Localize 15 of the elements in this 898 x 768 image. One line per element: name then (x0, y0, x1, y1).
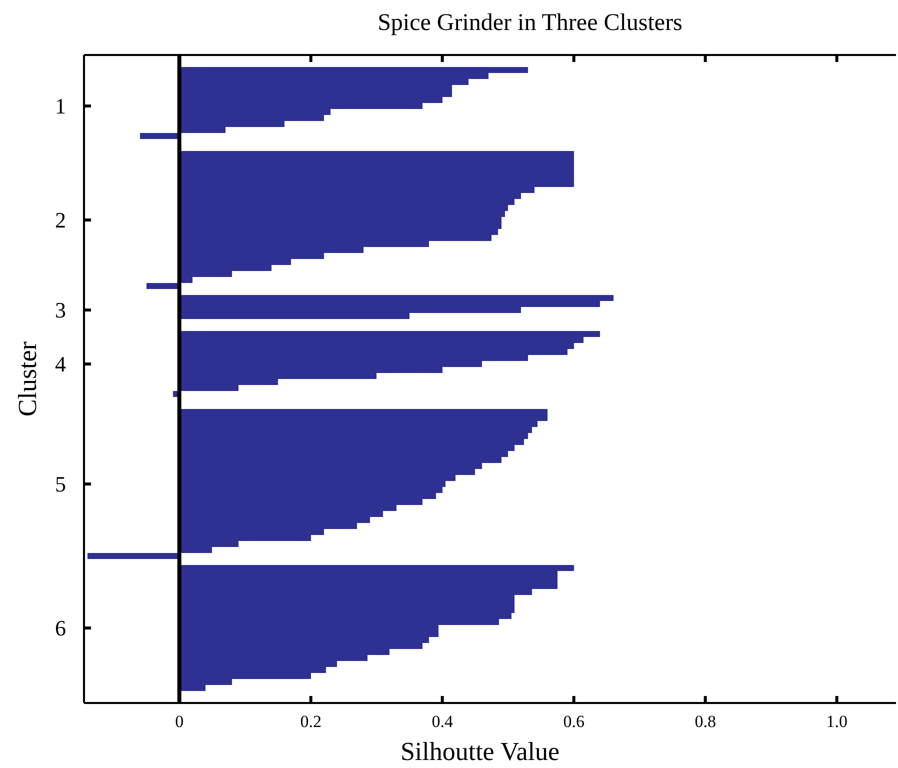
x-tick-label: 1.0 (826, 712, 848, 731)
y-tick-label: 1 (55, 94, 66, 118)
x-tick-label: 0 (175, 712, 184, 731)
x-axis-title: Silhoutte Value (400, 737, 560, 766)
x-tick-label: 0.4 (432, 712, 454, 731)
chart-title: Spice Grinder in Three Clusters (378, 10, 682, 36)
y-tick-label: 6 (55, 616, 66, 640)
y-tick-label: 2 (55, 208, 66, 232)
x-tick-label: 0.6 (563, 712, 584, 731)
x-tick-label: 0.2 (300, 712, 322, 731)
y-tick-label: 3 (55, 298, 66, 322)
x-tick-label: 0.8 (694, 712, 716, 731)
y-tick-label: 5 (55, 472, 66, 496)
y-tick-label: 4 (55, 352, 66, 376)
y-axis-title: Cluster (13, 341, 42, 417)
